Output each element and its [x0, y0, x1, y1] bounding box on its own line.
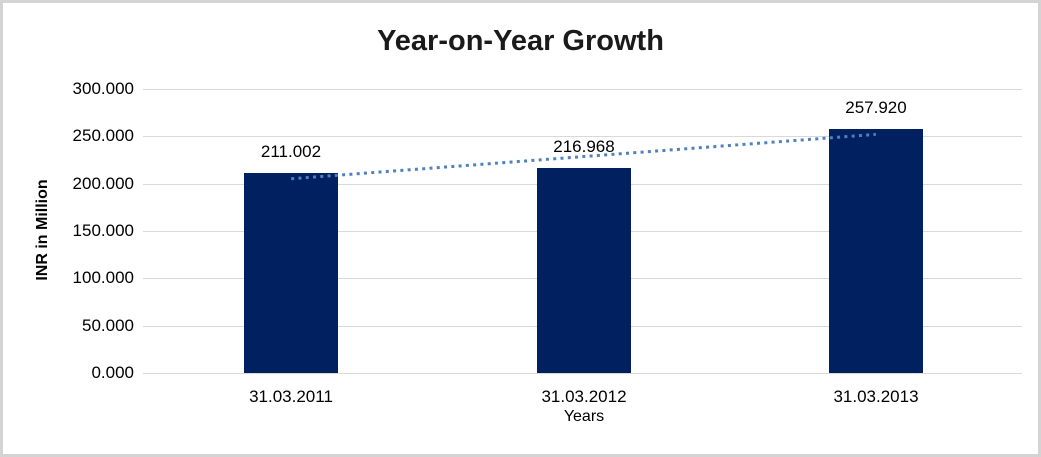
x-tick-label: 31.03.2013 [833, 387, 919, 406]
bar [537, 168, 631, 373]
gridline [143, 373, 1022, 374]
y-tick-label: 50.000 [82, 316, 134, 335]
y-tick-label: 250.000 [72, 126, 134, 145]
y-tick-label: 200.000 [72, 174, 134, 193]
bar [829, 129, 923, 373]
bar-value-label: 211.002 [260, 142, 322, 161]
y-tick-label: 0.000 [91, 363, 134, 382]
y-tick-label: 100.000 [72, 268, 134, 287]
x-axis-title: Years [563, 408, 605, 425]
y-tick-label: 300.000 [72, 79, 134, 98]
bar-value-label: 216.968 [553, 137, 615, 156]
x-tick-label: 31.03.2011 [249, 387, 333, 406]
gridline [143, 136, 1022, 137]
y-tick-label: 150.000 [72, 221, 134, 240]
trendline [291, 132, 876, 181]
x-tick-label: 31.03.2012 [541, 387, 627, 406]
bar [244, 173, 338, 373]
bar-value-label: 257.920 [845, 98, 907, 117]
gridline [143, 89, 1022, 90]
chart-title: Year-on-Year Growth [377, 25, 664, 57]
